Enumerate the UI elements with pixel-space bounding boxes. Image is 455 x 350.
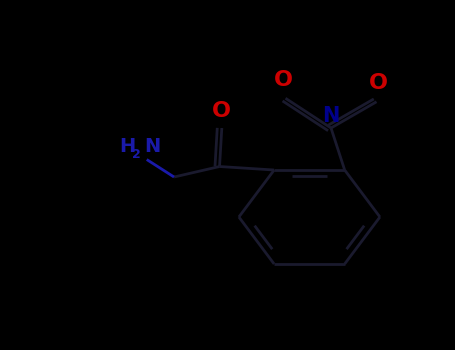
Text: H: H	[119, 137, 136, 156]
Text: O: O	[369, 73, 388, 93]
Text: O: O	[212, 101, 231, 121]
Text: 2: 2	[132, 148, 141, 161]
Text: O: O	[274, 70, 293, 90]
Text: N: N	[322, 106, 340, 126]
Text: N: N	[145, 137, 161, 156]
